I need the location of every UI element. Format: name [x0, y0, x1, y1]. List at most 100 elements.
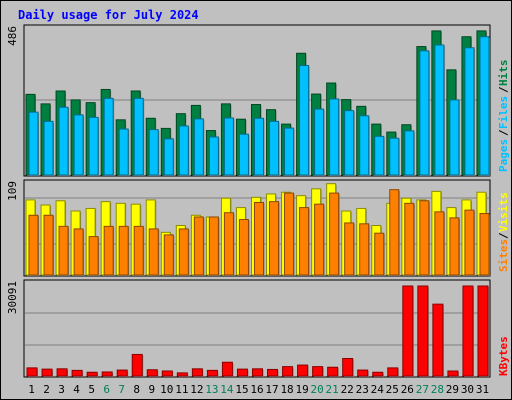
x-tick-day-25: 25 — [386, 383, 399, 396]
x-tick-day-12: 12 — [190, 383, 203, 396]
bar-kbytes-day-6 — [101, 371, 114, 377]
bar-sites-day-29-fill — [449, 217, 460, 276]
bar-kbytes-day-20-fill — [312, 366, 324, 377]
x-tick-day-1: 1 — [28, 383, 35, 396]
bar-sites-day-1-fill — [28, 214, 39, 276]
x-tick-day-4: 4 — [73, 383, 80, 396]
bar-sites-day-26-fill — [404, 202, 415, 276]
legend-sep-3: / — [497, 232, 510, 239]
bar-sites-day-8-fill — [133, 225, 144, 276]
bar-files-day-31-fill — [479, 36, 490, 176]
bar-files-day-19 — [299, 65, 310, 176]
bar-sites-day-9 — [148, 228, 160, 276]
bar-files-day-11-fill — [178, 125, 189, 176]
legend-pages: Pages — [497, 139, 510, 172]
bar-kbytes-day-6-fill — [101, 371, 113, 377]
bar-sites-day-6-fill — [103, 225, 114, 276]
bar-sites-day-19-fill — [299, 207, 310, 276]
bar-sites-day-3-fill — [58, 225, 69, 276]
x-tick-day-21: 21 — [326, 383, 339, 396]
legend-sep-2: / — [497, 86, 510, 93]
bar-files-day-19-fill — [299, 65, 310, 176]
bar-sites-day-21-fill — [329, 192, 340, 276]
x-tick-day-2: 2 — [43, 383, 50, 396]
bar-files-day-7-fill — [118, 128, 129, 176]
bar-sites-day-17-fill — [269, 201, 280, 276]
bars-kbytes — [26, 285, 489, 377]
bar-kbytes-day-29-fill — [447, 370, 459, 377]
bar-files-day-15-fill — [238, 133, 249, 176]
legend-kbytes: KBytes — [497, 336, 510, 376]
bar-files-day-29-fill — [449, 99, 460, 176]
bar-files-day-7 — [118, 128, 130, 176]
bar-sites-day-3 — [58, 225, 70, 276]
bar-kbytes-day-10 — [161, 370, 174, 377]
legend-visits: Visits — [497, 192, 510, 232]
bar-files-day-22-fill — [344, 110, 355, 176]
bar-kbytes-day-14-fill — [221, 361, 233, 377]
bar-kbytes-day-11 — [176, 372, 189, 377]
bar-sites-day-8 — [133, 225, 145, 276]
bar-files-day-30 — [464, 47, 475, 177]
bar-kbytes-day-8 — [131, 353, 144, 377]
bar-files-day-13 — [208, 136, 220, 176]
bar-sites-day-27 — [419, 200, 430, 276]
x-axis-day-labels: 1 2 3 4 5 6 7 8 9 10 11 12 13 14 15 16 17 18 19 20 21 22 23 24 2… — [28, 383, 489, 396]
bar-sites-day-20 — [314, 203, 325, 276]
bar-files-day-1 — [28, 111, 39, 176]
bars-hits-files — [25, 30, 490, 177]
bars-visits-sites — [25, 183, 490, 276]
bar-kbytes-day-30-fill — [462, 285, 474, 377]
bar-files-day-10 — [163, 138, 175, 176]
bar-sites-day-13-fill — [208, 216, 219, 276]
bar-kbytes-day-2 — [41, 368, 54, 377]
bar-files-day-28-fill — [434, 44, 445, 176]
bar-sites-day-2-fill — [43, 214, 54, 276]
x-tick-day-14: 14 — [220, 383, 234, 396]
bar-files-day-24 — [374, 135, 385, 176]
bar-files-day-21-fill — [329, 98, 340, 176]
bar-files-day-3 — [58, 106, 70, 176]
x-tick-day-6: 6 — [103, 383, 110, 396]
legend-visits-sites: Sites / Visits — [497, 192, 510, 272]
bar-kbytes-day-1-fill — [26, 367, 38, 377]
bar-files-day-23 — [359, 115, 370, 176]
bar-kbytes-day-25 — [387, 367, 399, 377]
max-label-hits: 486 — [6, 26, 19, 46]
x-tick-day-20: 20 — [311, 383, 324, 396]
bar-kbytes-day-21-fill — [327, 366, 339, 377]
bar-files-day-16 — [253, 117, 265, 176]
bar-sites-day-28 — [434, 211, 445, 276]
bar-sites-day-28-fill — [434, 211, 445, 276]
bar-kbytes-day-22-fill — [342, 358, 354, 377]
bar-kbytes-day-31 — [477, 285, 489, 377]
bar-files-day-24-fill — [374, 135, 385, 176]
bar-sites-day-7 — [118, 225, 130, 276]
bar-files-day-5-fill — [88, 116, 99, 176]
bar-files-day-22 — [344, 110, 355, 176]
bar-files-day-6-fill — [103, 97, 114, 176]
bar-files-day-10-fill — [163, 138, 174, 176]
bar-sites-day-17 — [269, 201, 280, 276]
x-tick-day-27: 27 — [416, 383, 429, 396]
bar-files-day-14-fill — [223, 117, 234, 176]
bar-kbytes-day-26-fill — [402, 285, 414, 377]
bar-kbytes-day-15 — [236, 368, 249, 377]
bar-sites-day-12 — [193, 216, 205, 276]
bar-kbytes-day-9 — [146, 369, 159, 377]
bar-kbytes-day-30 — [462, 285, 474, 377]
legend-hits: Hits — [497, 60, 510, 87]
bar-kbytes-day-17 — [267, 368, 279, 377]
bar-files-day-12 — [193, 118, 205, 176]
legend-sites: Sites — [497, 239, 510, 272]
bar-kbytes-day-13 — [206, 369, 219, 377]
bar-kbytes-day-15-fill — [236, 368, 248, 377]
bar-files-day-17 — [269, 120, 280, 176]
bar-sites-day-25-fill — [389, 189, 400, 276]
x-tick-day-15: 15 — [235, 383, 248, 396]
visits-sites-panel: 109 Sites / Visits — [6, 179, 510, 277]
bar-sites-day-7-fill — [118, 225, 129, 276]
bar-kbytes-day-16 — [251, 368, 264, 377]
bar-kbytes-day-8-fill — [131, 353, 143, 377]
x-tick-day-18: 18 — [280, 383, 293, 396]
